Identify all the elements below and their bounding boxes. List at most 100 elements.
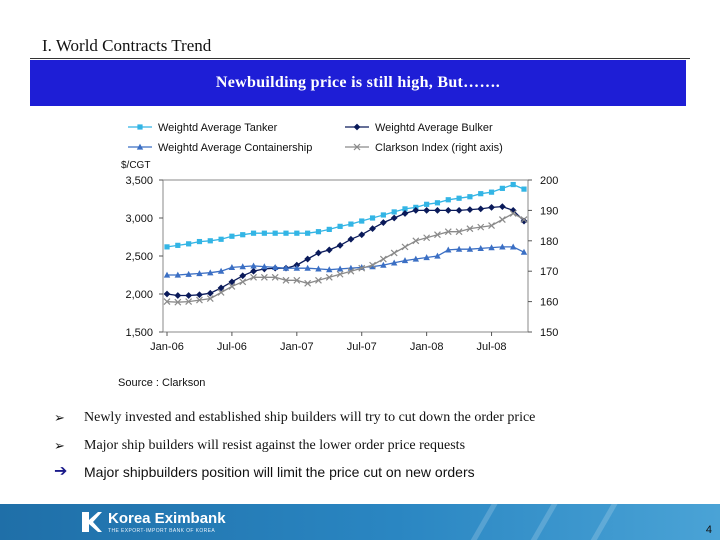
data-point-marker <box>499 243 506 250</box>
right-axis-tick-label: 160 <box>540 297 558 309</box>
left-axis-tick-label: 3,500 <box>125 175 153 187</box>
right-axis-tick-label: 190 <box>540 205 558 217</box>
data-point-marker <box>434 252 441 259</box>
data-point-marker <box>412 255 420 262</box>
right-axis-tick-label: 170 <box>540 266 558 278</box>
data-point-marker <box>499 185 505 191</box>
data-point-marker <box>467 194 473 200</box>
data-point-marker <box>174 292 182 299</box>
series-0 <box>164 181 527 250</box>
data-point-marker <box>271 264 279 270</box>
data-point-marker <box>283 230 289 236</box>
data-point-marker <box>466 245 474 252</box>
arrow-bullet-icon: ➢ <box>54 438 65 453</box>
data-point-marker <box>401 243 409 251</box>
bullet-item: ➢ Major ship builders will resist agains… <box>54 432 694 460</box>
eximbank-k-icon <box>82 512 102 532</box>
left-axis-tick-label: 3,000 <box>125 213 153 225</box>
data-point-marker <box>305 230 311 236</box>
data-point-marker <box>423 254 430 261</box>
data-point-marker <box>239 272 247 280</box>
data-point-marker <box>348 221 354 227</box>
data-point-marker <box>401 257 409 264</box>
bullet-text: Major ship builders will resist against … <box>84 438 466 453</box>
data-point-marker <box>488 222 495 230</box>
data-point-marker <box>272 230 278 236</box>
x-axis-tick-label: Jan-06 <box>150 341 184 353</box>
data-point-marker <box>185 270 192 277</box>
left-axis-tick-label: 2,000 <box>125 289 153 301</box>
data-point-marker <box>358 231 366 239</box>
data-point-marker <box>369 263 376 270</box>
data-point-marker <box>359 218 365 224</box>
data-point-marker <box>304 264 311 271</box>
series-line <box>166 183 525 248</box>
data-point-marker <box>423 234 431 242</box>
data-point-marker <box>175 242 181 248</box>
data-point-marker <box>444 228 452 236</box>
data-point-marker <box>336 270 344 278</box>
data-point-marker <box>163 290 171 298</box>
data-point-marker <box>380 212 386 218</box>
data-point-marker <box>271 273 279 281</box>
data-point-marker <box>509 243 517 250</box>
data-point-marker <box>185 298 193 306</box>
series-line <box>166 212 525 303</box>
x-axis-tick-label: Jan-07 <box>280 341 314 353</box>
data-point-marker <box>229 233 235 239</box>
series-line <box>167 246 525 276</box>
price-trend-chart: 1,500 2,000 2,500 3,000 3,500 150 160 170 180 190… <box>118 122 558 389</box>
data-point-marker <box>347 235 355 243</box>
data-point-marker <box>455 228 463 236</box>
bullet-list: ➢ Newly invested and established ship bu… <box>54 404 694 460</box>
conclusion-text: Major shipbuilders position will limit t… <box>84 464 475 480</box>
data-point-marker <box>520 248 528 255</box>
legend-entry: Weightd Average Bulker <box>345 122 493 134</box>
right-axis-tick-label: 200 <box>540 175 558 187</box>
right-axis-tick-label: 150 <box>540 327 558 339</box>
data-point-marker <box>369 225 376 233</box>
data-point-marker <box>325 273 333 281</box>
logo-text: Korea Eximbank <box>108 510 226 527</box>
data-point-marker <box>239 263 246 270</box>
left-axis-tick-label: 1,500 <box>125 327 153 339</box>
y-axis-unit-label: $/CGT <box>121 160 150 171</box>
data-point-marker <box>477 223 485 231</box>
data-point-marker <box>369 215 376 221</box>
data-point-marker <box>136 143 144 150</box>
data-point-marker <box>304 279 312 287</box>
data-point-marker <box>261 230 267 236</box>
data-point-marker <box>294 230 300 236</box>
data-point-marker <box>250 262 257 269</box>
data-point-marker <box>455 245 463 252</box>
data-point-marker <box>380 261 387 268</box>
data-point-marker <box>217 267 225 274</box>
data-point-marker <box>510 181 516 188</box>
data-point-marker <box>206 289 214 297</box>
data-point-marker <box>196 238 203 245</box>
data-point-marker <box>228 282 236 290</box>
data-point-marker <box>186 241 192 247</box>
data-point-marker <box>445 197 451 203</box>
data-point-marker <box>207 269 214 276</box>
data-point-marker <box>434 231 441 239</box>
data-point-marker <box>228 264 236 270</box>
data-point-marker <box>498 216 506 223</box>
data-point-marker <box>164 244 170 250</box>
data-point-marker <box>217 284 225 292</box>
data-point-marker <box>477 205 485 213</box>
data-point-marker <box>488 244 495 251</box>
legend-entry: Weightd Average Tanker <box>128 122 278 134</box>
data-point-marker <box>466 206 474 214</box>
arrow-bullet-icon: ➢ <box>54 410 65 425</box>
legend-entry: Weightd Average Containership <box>128 142 312 154</box>
data-point-marker <box>304 255 312 263</box>
data-point-marker <box>174 271 182 278</box>
data-point-marker <box>163 271 171 278</box>
x-axis-tick-label: Jul-07 <box>347 341 377 353</box>
series-2 <box>163 243 528 278</box>
data-point-marker <box>347 267 355 275</box>
data-point-marker <box>488 203 495 211</box>
data-point-marker <box>455 207 463 214</box>
right-axis-tick-label: 180 <box>540 236 558 248</box>
